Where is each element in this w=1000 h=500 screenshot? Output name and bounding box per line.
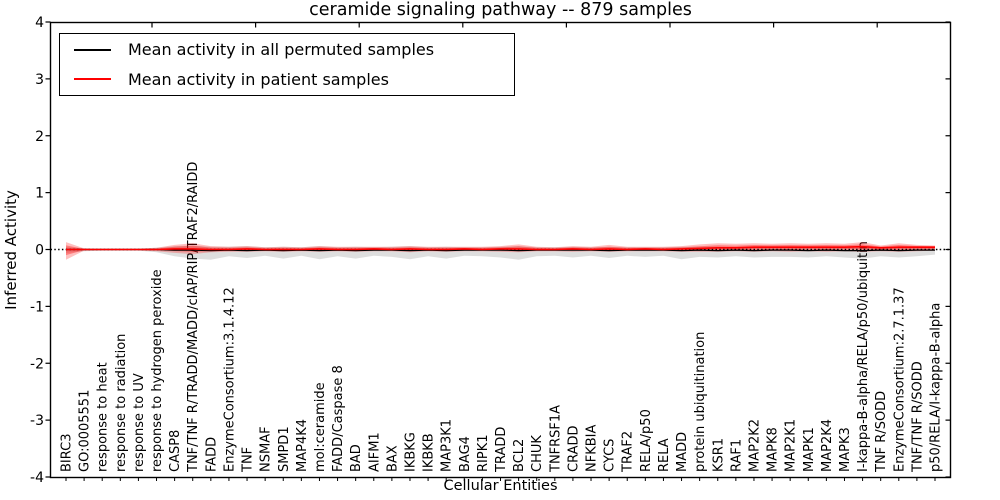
x-tick-label: RIPK1 [476,434,491,472]
x-tick-label: CHUK [530,435,545,472]
x-tick-label: BCL2 [512,439,527,472]
y-tick-label: -4 [30,470,44,486]
x-tick-label: MAP2K4 [820,419,835,472]
x-tick-label: TRAF2 [621,431,636,473]
y-tick-label: 2 [35,129,44,145]
x-tick-label: MADD [675,432,690,472]
x-tick-label: I-kappa-B-alpha/RELA/p50/ubiquitin [856,241,871,472]
x-tick-label: IKBKG [403,432,418,472]
x-tick-label: BAX [385,445,400,472]
x-tick-label: TNF [241,447,256,473]
x-tick-label: EnzymeConsortium:2.7.1.37 [892,287,907,472]
y-tick-label: -3 [30,413,44,429]
bottom-ticks [65,477,936,481]
legend-item-permuted: Mean activity in all permuted samples [60,36,514,64]
x-tick-label: MAP3K1 [440,419,455,472]
legend-line-permuted [74,48,111,51]
x-tick-label: TNFRSF1A [548,405,563,473]
x-tick-label: p50/RELA/I-kappa-B-alpha [929,303,944,472]
x-tick-label: TNF/TNF R/TRADD/MADD/cIAP/RIP/TRAF2/RAID… [186,162,201,473]
x-tick-label: MAP2K1 [784,419,799,472]
x-tick-label: CYCS [603,439,618,472]
legend-line-patient [74,78,111,81]
x-tick-label: TNF/TNF R/SODD [910,361,925,473]
patient-band [66,242,935,260]
x-tick-label: response to UV [132,373,147,472]
x-tick-label: protein ubiquitination [693,332,708,472]
x-tick-label: BAG4 [458,436,473,472]
x-tick-label: response to radiation [114,334,129,472]
x-tick-label: KSR1 [711,438,726,472]
x-tick-label: CASP8 [168,430,183,472]
x-tick-label: MAP2K2 [747,419,762,472]
x-tick-label: GO:0005551 [78,390,93,472]
x-tick-label: SMPD1 [277,426,292,472]
chart-title: ceramide signaling pathway -- 879 sample… [309,0,692,20]
x-tick-label: NFKBIA [585,425,600,472]
x-tick-label: MAPK1 [802,427,817,472]
x-tick-label: AIFM1 [367,432,382,472]
x-tick-label: MAPK3 [838,427,853,472]
x-tick-label: TRADD [494,427,509,473]
x-tick-label: IKBKB [422,433,437,472]
x-tick-labels: BIRC3 GO:0005551 response to heat response … [60,162,944,473]
legend-label-patient: Mean activity in patient samples [128,69,389,89]
x-tick-label: RAF1 [729,439,744,472]
x-tick-label: mol:ceramide [313,382,328,472]
permuted-mean-line [66,248,935,252]
y-tick-label: 3 [35,72,44,88]
x-tick-label: FADD/Caspase 8 [331,365,346,472]
patient-mean-line [66,245,935,251]
x-tick-label: BIRC3 [60,434,75,473]
x-tick-label: response to hydrogen peroxide [150,269,165,472]
x-tick-label: MAP4K4 [295,419,310,472]
x-axis-label: Cellular Entities [443,478,558,494]
y-tick-labels: 4 3 2 1 0 -1 -2 -3 -4 [30,15,44,486]
y-tick-label: 4 [35,15,44,31]
x-tick-label: TNF R/SODD [874,391,889,473]
y-tick-label: -1 [30,299,44,315]
x-tick-label: BAD [349,444,364,472]
y-tick-label: 0 [35,243,44,259]
x-tick-label: FADD [204,437,219,472]
legend-box: Mean activity in all permuted samples Me… [59,33,515,96]
x-tick-label: RELA [657,438,672,472]
x-tick-label: NSMAF [259,426,274,472]
y-tick-label: 1 [35,186,44,202]
x-tick-label: MAPK8 [766,427,781,472]
y-tick-label: -2 [30,356,44,372]
x-tick-label: response to heat [96,362,111,472]
top-ticks [151,22,878,28]
x-tick-label: RELA/p50 [639,409,654,472]
legend-label-permuted: Mean activity in all permuted samples [128,40,435,60]
y-ticks [45,21,951,478]
x-tick-label: CRADD [566,426,581,473]
x-tick-label: EnzymeConsortium:3.1.4.12 [222,287,237,472]
legend-item-patient: Mean activity in patient samples [60,65,514,93]
